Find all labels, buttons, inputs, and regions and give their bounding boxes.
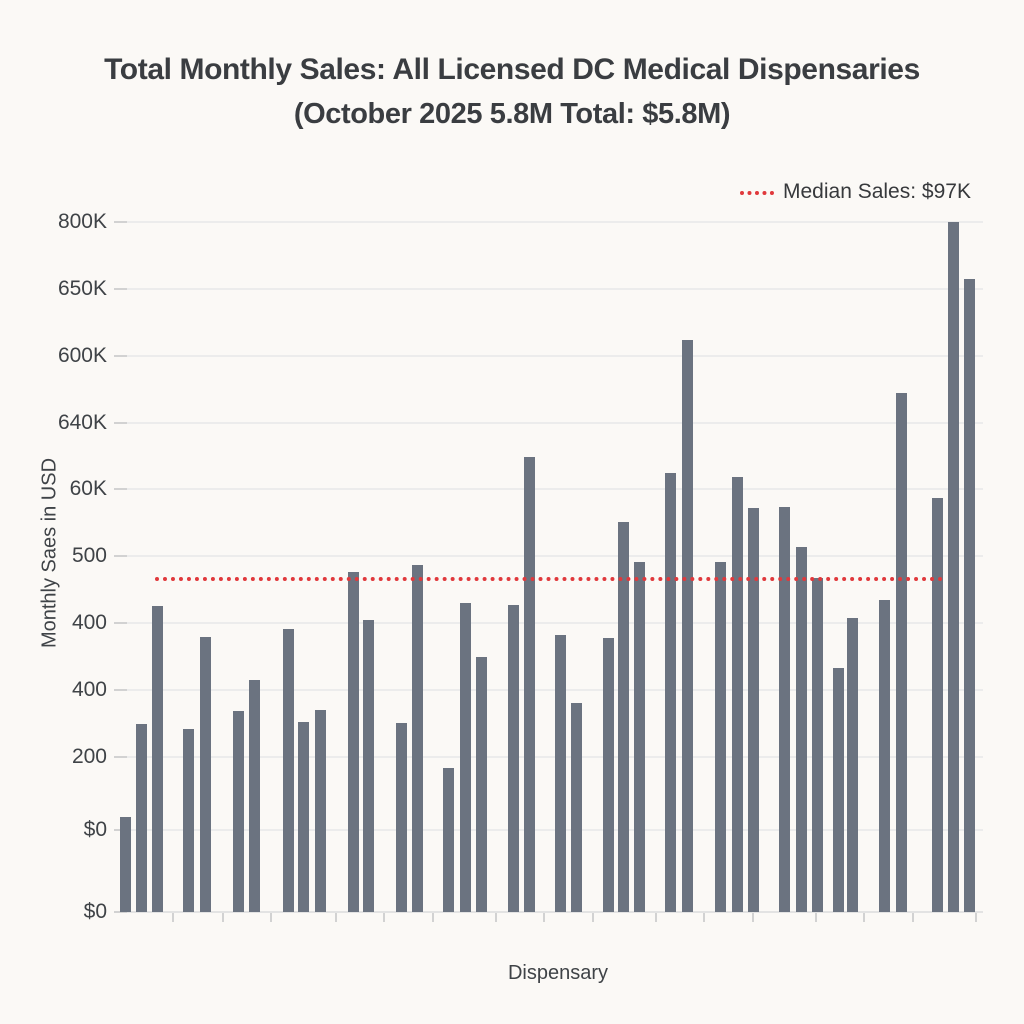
gridline: [115, 488, 983, 490]
y-tick-label: 800K: [57, 210, 107, 233]
bar: [298, 722, 309, 912]
y-tick-label: 600K: [57, 344, 107, 367]
median-sales-line: [155, 577, 943, 581]
bar: [896, 393, 907, 912]
bar: [833, 668, 844, 912]
y-tick-mark: [114, 756, 127, 758]
y-tick-mark: [114, 622, 127, 624]
gridline: [115, 221, 983, 223]
bar: [812, 578, 823, 912]
bar: [682, 340, 693, 912]
bar: [460, 603, 471, 912]
gridline: [115, 422, 983, 424]
y-tick-label: 60K: [69, 477, 107, 500]
bar: [200, 637, 211, 912]
x-tick-mark: [592, 913, 594, 922]
bar: [847, 618, 858, 912]
y-tick-label: 640K: [57, 411, 107, 434]
y-tick-label: $0: [83, 900, 107, 923]
gridline: [115, 355, 983, 357]
bar: [412, 565, 423, 912]
gridline: [115, 288, 983, 290]
x-tick-mark: [543, 913, 545, 922]
gridline: [115, 555, 983, 557]
bar: [249, 680, 260, 912]
y-tick-mark: [114, 555, 127, 557]
bar: [571, 703, 582, 912]
x-tick-mark: [383, 913, 385, 922]
y-tick-mark: [114, 911, 127, 913]
y-tick-label: 500: [71, 544, 107, 567]
y-tick-label: $0: [83, 818, 107, 841]
y-tick-mark: [114, 422, 127, 424]
bar: [363, 620, 374, 912]
bar: [748, 508, 759, 912]
x-tick-mark: [815, 913, 817, 922]
bar: [665, 473, 676, 912]
x-axis-title: Dispensary: [507, 962, 609, 984]
chart-title-line2: (October 2025 5.8M Total: $5.8M): [293, 98, 731, 130]
y-tick-label: 400: [71, 678, 107, 701]
bar: [152, 606, 163, 912]
bar: [964, 279, 975, 912]
x-tick-mark: [655, 913, 657, 922]
y-tick-mark: [114, 488, 127, 490]
median-line-legend-icon: [740, 191, 774, 195]
bar: [315, 710, 326, 912]
bar: [508, 605, 519, 912]
x-tick-mark: [912, 913, 914, 922]
x-tick-mark: [752, 913, 754, 922]
chart-title-line1: Total Monthly Sales: All Licensed DC Med…: [104, 53, 920, 86]
chart-title: Total Monthly Sales: All Licensed DC Med…: [0, 48, 1024, 136]
y-tick-label: 400: [71, 611, 107, 634]
x-tick-mark: [222, 913, 224, 922]
legend-label: Median Sales: $97K: [783, 180, 971, 203]
bar: [634, 562, 645, 912]
y-tick-mark: [114, 288, 127, 290]
bar: [120, 817, 131, 912]
bar: [796, 547, 807, 912]
x-tick-mark: [432, 913, 434, 922]
bar: [603, 638, 614, 912]
bar: [715, 562, 726, 912]
y-tick-label: 200: [71, 745, 107, 768]
bar: [524, 457, 535, 912]
x-tick-mark: [172, 913, 174, 922]
y-tick-mark: [114, 355, 127, 357]
bar: [779, 507, 790, 912]
bar: [396, 723, 407, 912]
bar: [555, 635, 566, 912]
bar: [136, 724, 147, 912]
x-tick-mark: [495, 913, 497, 922]
x-tick-mark: [270, 913, 272, 922]
bar: [618, 522, 629, 912]
y-tick-mark: [114, 689, 127, 691]
gridline: [115, 689, 983, 691]
x-tick-mark: [703, 913, 705, 922]
legend: Median Sales: $97K: [740, 180, 971, 204]
bar: [732, 477, 743, 912]
x-tick-mark: [335, 913, 337, 922]
bar: [932, 498, 943, 912]
bar: [476, 657, 487, 912]
y-tick-label: 650K: [57, 277, 107, 300]
bar: [948, 222, 959, 912]
bar: [183, 729, 194, 912]
x-tick-mark: [975, 913, 977, 922]
y-tick-mark: [114, 221, 127, 223]
gridline: [115, 622, 983, 624]
bar: [283, 629, 294, 912]
x-tick-mark: [863, 913, 865, 922]
bar: [443, 768, 454, 912]
gridline: [115, 756, 983, 758]
bar: [879, 600, 890, 912]
bar: [348, 572, 359, 912]
bar: [233, 711, 244, 912]
gridline: [115, 829, 983, 831]
y-axis-title: Monthly Saes in USD: [38, 457, 61, 649]
x-axis-baseline: [115, 911, 983, 913]
